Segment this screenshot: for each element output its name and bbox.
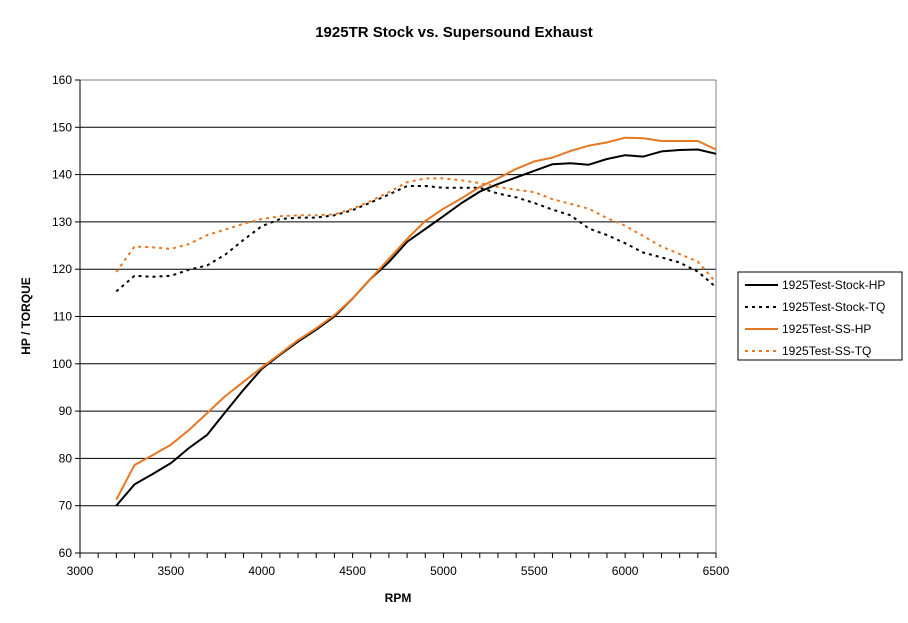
series-line-1925test-stock-hp xyxy=(115,148,717,507)
x-tick-label: 6000 xyxy=(612,564,639,578)
x-tick-labels: 3000 3500 4000 4500 5000 5500 6000 6500 xyxy=(67,564,730,578)
chart-title: 1925TR Stock vs. Supersound Exhaust xyxy=(315,24,593,41)
legend-box xyxy=(737,271,903,361)
y-tick-label: 70 xyxy=(59,499,73,513)
series-line-1925test-ss-hp xyxy=(115,136,717,501)
x-tick-label: 5500 xyxy=(521,564,548,578)
y-tick-label: 100 xyxy=(52,357,72,371)
y-tick-label: 90 xyxy=(59,404,73,418)
series-line-1925test-ss-tq xyxy=(115,177,717,284)
legend-label: 1925Test-Stock-TQ xyxy=(782,300,885,314)
y-tick-label: 160 xyxy=(52,73,72,87)
y-tick-label: 140 xyxy=(52,168,72,182)
y-tick-label: 80 xyxy=(59,451,73,465)
series-line-1925test-stock-tq xyxy=(115,185,717,293)
y-tick-label: 60 xyxy=(59,546,73,560)
y-tick-label: 120 xyxy=(52,262,72,276)
y-tick-label: 110 xyxy=(53,310,72,324)
x-tick-label: 3500 xyxy=(158,564,185,578)
y-axis-title: HP / TORQUE xyxy=(19,277,33,355)
series-layer xyxy=(115,136,717,507)
legend-label: 1925Test-Stock-HP xyxy=(782,278,885,292)
axes xyxy=(75,79,717,558)
x-tick-label: 4000 xyxy=(248,564,275,578)
y-tick-label: 150 xyxy=(52,120,72,134)
legend: 1925Test-Stock-HP 1925Test-Stock-TQ 1925Te… xyxy=(737,271,903,361)
x-axis-title: RPM xyxy=(385,591,412,605)
y-tick-labels: 60 70 80 90 100 110 120 130 140 150 160 xyxy=(52,73,72,560)
y-tick-label: 130 xyxy=(52,215,72,229)
x-tick-label: 3000 xyxy=(67,564,94,578)
x-tick-label: 5000 xyxy=(430,564,457,578)
legend-label: 1925Test-SS-HP xyxy=(782,322,871,336)
x-tick-label: 4500 xyxy=(339,564,366,578)
x-tick-label: 6500 xyxy=(703,564,730,578)
legend-label: 1925Test-SS-TQ xyxy=(782,344,871,358)
legend-items: 1925Test-Stock-HP 1925Test-Stock-TQ 1925Te… xyxy=(745,278,885,358)
